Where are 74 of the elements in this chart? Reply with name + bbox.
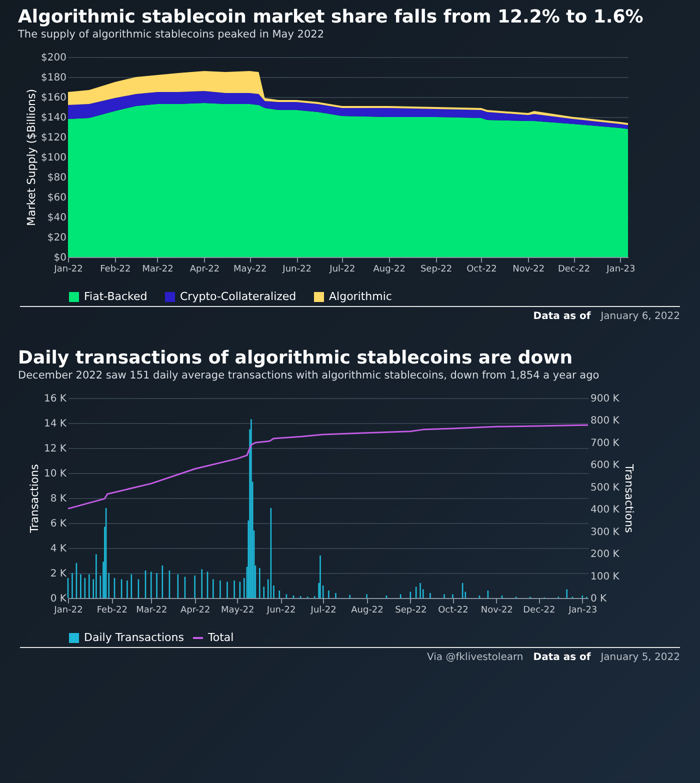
text: January 6, 2022 <box>600 311 680 322</box>
legend-label: Algorithmic <box>329 290 392 303</box>
y-tick-label: 14 K <box>44 418 67 430</box>
y-tick-label: 4 K <box>50 544 67 554</box>
x-tick-label: Jan-22 <box>53 264 83 274</box>
x-tick-label: Jan-23 <box>606 264 636 274</box>
x-tick-label: Mar-22 <box>136 606 168 616</box>
y2-tick-label: 900 K <box>590 394 620 404</box>
x-tick-label: Nov-22 <box>480 606 513 616</box>
y-tick-label: $180 <box>41 72 66 84</box>
y2-tick-label: 300 K <box>590 526 620 538</box>
y-tick-label: $0 <box>54 252 66 264</box>
chart-title: Algorithmic stablecoin market share falls from 12.2% to 1.6% <box>18 6 644 28</box>
y2-tick-label: 400 K <box>590 504 620 516</box>
x-tick-label: Dec-22 <box>523 606 556 616</box>
y-tick-label: $20 <box>47 232 66 244</box>
text: Data as of <box>533 652 591 663</box>
y-tick-label: 10 K <box>44 468 67 480</box>
y-tick-label: 8 K <box>50 494 67 504</box>
y-tick-label: $40 <box>47 212 66 224</box>
x-tick-label: Sep-22 <box>395 606 427 616</box>
text: Data as of <box>533 311 591 322</box>
y2-tick-label: 500 K <box>590 482 620 494</box>
x-tick-label: Jul-22 <box>310 606 336 616</box>
x-tick-label: Nov-22 <box>512 264 545 274</box>
y2-tick-label: 200 K <box>590 549 620 560</box>
x-tick-label: Jan-22 <box>53 606 83 616</box>
y-tick-label: $160 <box>41 92 66 104</box>
y-tick-label: 2 K <box>50 568 67 580</box>
text: January 5, 2022 <box>600 652 680 663</box>
y-tick-label: $80 <box>47 172 66 184</box>
y-tick-label: $120 <box>41 132 66 144</box>
x-tick-label: May-22 <box>234 264 267 274</box>
x-tick-label: Aug-22 <box>351 606 384 616</box>
x-tick-label: Dec-22 <box>558 264 590 274</box>
legend-label: Fiat-Backed <box>84 290 148 303</box>
y-tick-label: 0 K <box>50 594 67 604</box>
y-tick-label: $200 <box>41 52 66 64</box>
x-tick-label: Mar-22 <box>142 264 174 274</box>
chart-title: Daily transactions of algorithmic stablecoins are down <box>18 348 573 368</box>
y-axis-title: Transactions <box>28 464 42 534</box>
x-tick-label: Oct-22 <box>466 264 497 274</box>
x-tick-label: Jan-23 <box>568 606 598 616</box>
y2-tick-label: 600 K <box>590 460 620 472</box>
y2-tick-label: 800 K <box>590 416 620 427</box>
legend-label: Daily Transactions <box>84 631 184 644</box>
x-tick-label: Feb-22 <box>100 264 131 274</box>
y2-tick-label: 700 K <box>590 438 620 449</box>
y2-axis-title: Transactions <box>622 463 636 534</box>
x-tick-label: Oct-22 <box>438 606 468 616</box>
y-tick-label: $100 <box>41 152 66 164</box>
y-tick-label: $140 <box>41 112 66 124</box>
x-tick-label: Feb-22 <box>96 606 128 616</box>
x-tick-label: Apr-22 <box>180 606 210 616</box>
y-tick-label: 16 K <box>44 394 67 404</box>
chart-subtitle: The supply of algorithmic stablecoins peaked in May 2022 <box>17 28 324 40</box>
y-tick-label: 12 K <box>44 444 67 454</box>
y2-tick-label: 0 K <box>590 594 608 604</box>
x-tick-label: Sep-22 <box>420 264 452 274</box>
line-series <box>67 424 589 510</box>
x-tick-label: Jul-22 <box>328 264 356 274</box>
chart-subtitle: December 2022 saw 151 daily average transactions with algorithmic stablecoins, down from 1,854 a year ago <box>18 370 600 382</box>
legend-label: Total <box>207 631 234 644</box>
y-tick-label: 6 K <box>50 518 67 530</box>
y-axis-title: Market Supply ($Billions) <box>25 88 38 226</box>
x-tick-label: Jun-22 <box>282 264 312 274</box>
legend-label: Crypto-Collateralized <box>180 290 296 303</box>
text: Via @fklivestolearn <box>427 652 524 663</box>
y2-tick-label: 100 K <box>590 571 620 582</box>
x-tick-label: May-22 <box>221 606 254 616</box>
y-tick-label: $60 <box>47 192 66 204</box>
x-tick-label: Aug-22 <box>373 264 406 274</box>
x-tick-label: Apr-22 <box>190 264 220 274</box>
x-tick-label: Jun-22 <box>266 606 296 616</box>
